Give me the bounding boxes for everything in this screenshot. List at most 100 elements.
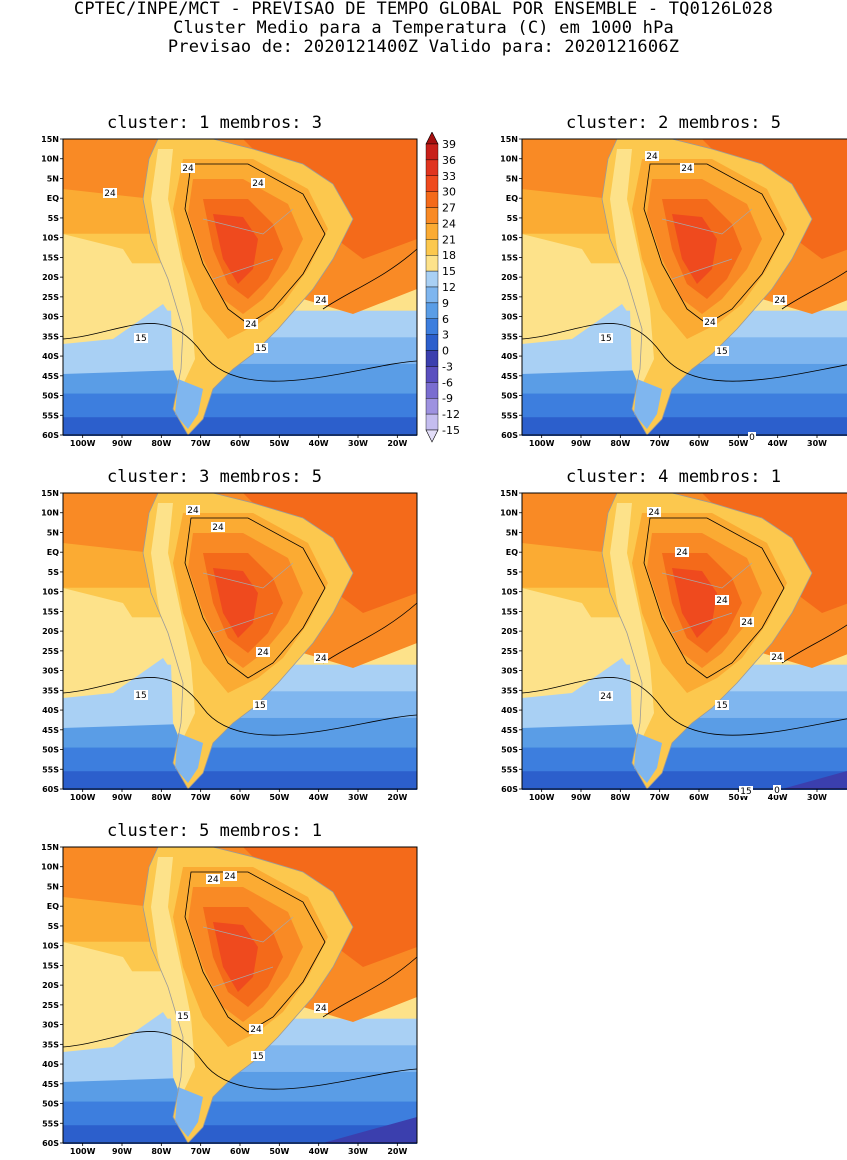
lat-tick-label: 10S xyxy=(501,234,518,243)
header-dates: Previsao de: 2020121400Z Valido para: 20… xyxy=(167,37,680,57)
map-svg: 15N 10N 5N EQ 5S 10S 15S 20S 25S 30S 35S 40S 45S 50S 5… xyxy=(41,489,418,802)
contour-label: 24 xyxy=(212,523,224,533)
lat-tick-label: 50S xyxy=(501,746,518,755)
lon-tick-label: 60W xyxy=(689,793,709,802)
lat-tick-label: 5N xyxy=(47,174,59,183)
contour-label: 24 xyxy=(646,152,658,162)
colorbar-level-label: -15 xyxy=(442,424,460,437)
lat-tick-label: 15N xyxy=(500,489,518,498)
contour-label: 15 xyxy=(716,347,727,357)
contour-label-box xyxy=(314,295,328,305)
colorbar-level-label: 0 xyxy=(442,345,449,358)
colorbar-level-label: 6 xyxy=(442,313,449,326)
lat-tick-label: 5N xyxy=(47,528,59,537)
contour-label-box xyxy=(314,1003,328,1013)
lon-tick-label: 90W xyxy=(112,1147,132,1156)
cluster-1-map: 15N 10N 5N EQ 5S 10S 15S 20S 25S 30S 35S 40S 45S 50S 5… xyxy=(30,132,430,452)
colorbar-swatch xyxy=(425,175,439,192)
contour-label: 15 xyxy=(716,701,727,711)
contour-label-box xyxy=(748,432,756,442)
contour-label: 15 xyxy=(255,344,266,354)
contour-label-box xyxy=(773,295,787,305)
colorbar-level-label: 36 xyxy=(442,154,456,167)
lon-tick-label: 50W xyxy=(728,439,748,448)
lon-tick-label: 40W xyxy=(309,793,329,802)
lon-tick-label: 30W xyxy=(807,439,827,448)
lon-tick-label: 50W xyxy=(269,439,289,448)
lat-tick-label: 5S xyxy=(48,922,60,931)
lat-tick-label: 5N xyxy=(506,174,518,183)
lat-tick-label: 45S xyxy=(42,372,59,381)
contour-label-box xyxy=(254,343,268,353)
lat-tick-label: EQ xyxy=(47,194,59,203)
lat-tick-label: 30S xyxy=(42,313,59,322)
lat-tick-label: 15S xyxy=(42,253,59,262)
lat-tick-label: EQ xyxy=(47,548,59,557)
contour-label-box xyxy=(740,617,754,627)
contour-label: 15 xyxy=(740,787,751,797)
colorbar-level-label: 3 xyxy=(442,329,449,342)
contour-label-box xyxy=(645,151,659,161)
lat-tick-label: 40S xyxy=(42,1060,59,1069)
contour-label-box xyxy=(599,691,613,701)
lat-tick-label: 10N xyxy=(500,509,518,518)
cluster-2-map: 15N 10N 5N EQ 5S 10S 15S 20S 25S 30S 35S 40S 45S 50S 5… xyxy=(489,132,847,452)
lon-tick-label: 60W xyxy=(230,793,250,802)
contour-label: 15 xyxy=(135,334,146,344)
contour-label: 0 xyxy=(749,433,755,443)
lon-tick-label: 30W xyxy=(348,439,368,448)
contour-label: 24 xyxy=(315,296,327,306)
lat-tick-label: 20S xyxy=(501,627,518,636)
lon-tick-label: 100W xyxy=(529,439,555,448)
lat-tick-label: 50S xyxy=(42,1100,59,1109)
colorbar-level-label: 33 xyxy=(442,170,456,183)
contour-label: 24 xyxy=(716,596,728,606)
contour-label: 15 xyxy=(135,691,146,701)
contour-label: 15 xyxy=(177,1012,188,1022)
colorbar-swatch xyxy=(425,207,439,224)
colorbar-level-label: 27 xyxy=(442,202,456,215)
contour-label: 24 xyxy=(252,179,264,189)
lat-tick-label: 60S xyxy=(42,785,59,794)
contour-label: 24 xyxy=(648,508,660,518)
lat-tick-label: 20S xyxy=(42,981,59,990)
contour-label: 15 xyxy=(600,334,611,344)
contour-label-box xyxy=(251,178,265,188)
lon-tick-label: 70W xyxy=(191,1147,211,1156)
contour-label: 24 xyxy=(741,618,753,628)
contour-label-box xyxy=(599,333,613,343)
lon-tick-label: 30W xyxy=(348,1147,368,1156)
lat-tick-label: 60S xyxy=(501,785,518,794)
contour-label-box xyxy=(186,505,200,515)
contour-label-box xyxy=(251,1051,265,1061)
lon-tick-label: 80W xyxy=(151,439,171,448)
header-title: CPTEC/INPE/MCT - PREVISAO DE TEMPO GLOBA… xyxy=(73,0,774,19)
lat-tick-label: 10N xyxy=(41,155,59,164)
lat-tick-label: 40S xyxy=(42,352,59,361)
lat-tick-label: 60S xyxy=(42,1139,59,1148)
cluster-2-title: cluster: 2 membros: 5 xyxy=(566,113,781,133)
colorbar-level-label: 15 xyxy=(442,265,456,278)
lon-tick-label: 100W xyxy=(70,439,96,448)
contour-label: 15 xyxy=(252,1052,263,1062)
lat-tick-label: 25S xyxy=(501,647,518,656)
lat-tick-label: 25S xyxy=(42,293,59,302)
contour-label: 24 xyxy=(771,653,783,663)
colorbar-swatch xyxy=(425,366,439,383)
lat-tick-label: 10S xyxy=(501,588,518,597)
lon-tick-label: 100W xyxy=(529,793,555,802)
lat-tick-label: 10S xyxy=(42,234,59,243)
lon-tick-label: 100W xyxy=(70,1147,96,1156)
contour-label-box xyxy=(675,547,689,557)
contour-label-box xyxy=(223,871,237,881)
lon-tick-label: 80W xyxy=(610,793,630,802)
colorbar-level-label: 24 xyxy=(442,217,456,230)
contour-label: 24 xyxy=(207,875,219,885)
lon-tick-label: 100W xyxy=(70,793,96,802)
contour-label-box xyxy=(134,690,148,700)
contour-label-box xyxy=(715,700,729,710)
cluster-5-title: cluster: 5 membros: 1 xyxy=(107,821,322,841)
contour-label-box xyxy=(256,647,270,657)
lat-tick-label: 5N xyxy=(506,528,518,537)
lat-tick-label: 35S xyxy=(501,332,518,341)
